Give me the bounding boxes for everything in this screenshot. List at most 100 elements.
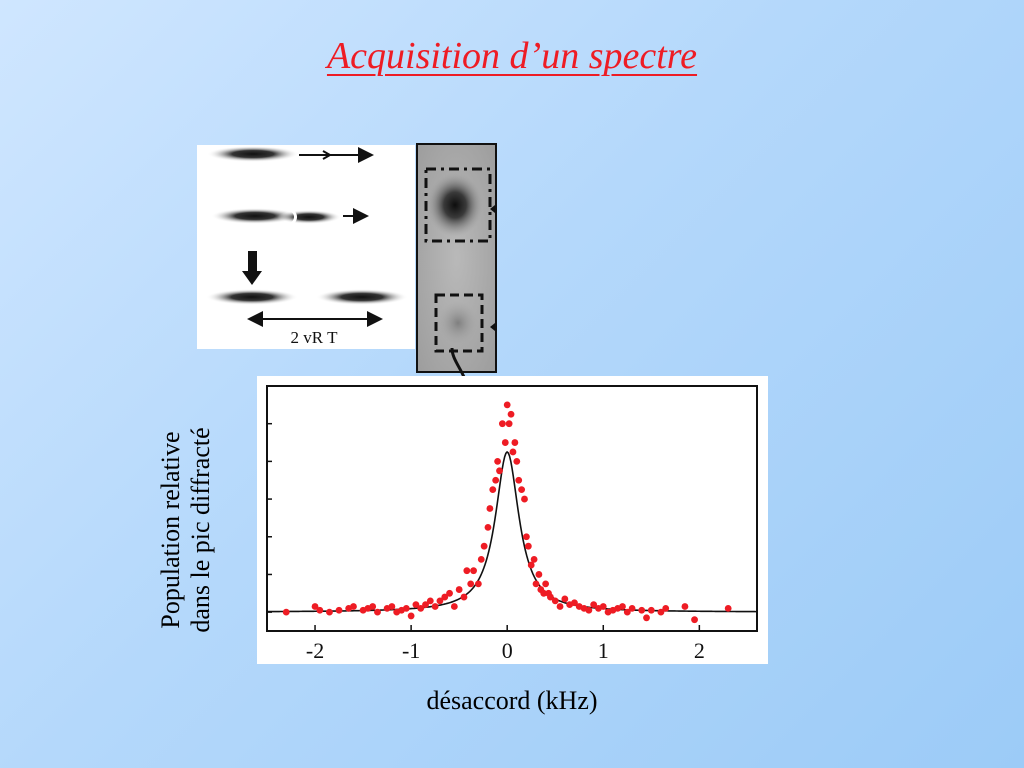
data-point [662,604,670,612]
data-point [724,604,732,612]
data-point [480,542,488,550]
data-point [498,420,506,428]
data-point [515,476,523,484]
data-point [527,561,535,569]
data-point [561,595,569,603]
data-point [535,571,543,578]
data-point [628,604,636,612]
distance-label: 2 vR T [291,328,339,347]
data-point [412,601,420,609]
data-point [513,457,521,465]
main-cloud-spot [427,173,483,237]
x-axis-label: désaccord (kHz) [426,686,598,715]
data-point [486,505,494,512]
data-point [509,448,517,456]
data-point [524,542,532,550]
spectrum-chart: -2 -1 0 1 2 [257,376,768,664]
data-point [518,486,526,494]
data-point [441,593,449,601]
data-point [503,401,511,409]
data-point [431,603,439,610]
data-point [374,608,381,616]
data-point [638,606,646,614]
atom-cloud-icon [206,289,298,305]
data-point [691,616,698,624]
data-point [463,567,471,575]
data-point [643,614,650,622]
data-point [590,601,598,609]
data-point [556,603,564,610]
x-tick-label: 1 [598,638,609,663]
data-point [551,597,559,605]
data-point [619,603,626,610]
y-axis-label-line2: dans le pic diffracté [186,427,215,633]
data-point [542,580,550,588]
data-point [402,604,410,612]
data-point [388,603,396,610]
diffracted-cloud-icon [316,289,408,305]
data-point [496,467,503,475]
diffracted-cloud-box [434,293,484,353]
data-point [455,586,463,593]
data-point [477,555,485,563]
data-point [436,597,444,605]
absorption-image [416,143,497,373]
data-point [505,420,513,428]
data-point [460,593,468,601]
plot-frame [266,385,758,632]
bragg-schematic: 2 vR T [197,145,415,349]
data-point [450,603,458,610]
fit-curve [266,450,757,613]
data-point [530,555,538,563]
diffracted-cloud-spot [438,301,478,345]
data-point [446,589,453,597]
data-point [316,606,324,614]
absorption-drawing [424,167,495,353]
data-point [540,589,548,597]
data-point [681,603,689,610]
data-point [623,608,631,616]
chart-plot: -2 -1 0 1 2 [266,385,758,663]
data-point [467,580,475,588]
data-point [282,608,290,616]
data-point [521,495,528,503]
x-tick-label: 2 [694,638,705,663]
atom-cloud-icon [211,208,299,224]
schematic-drawing: 2 vR T [206,146,408,347]
data-point [474,580,482,588]
slide-title: Acquisition d’un spectre [326,35,698,77]
data-point [407,612,415,620]
data-point [532,580,540,588]
data-point [350,603,357,610]
data-point [335,606,343,614]
data-point [585,606,593,614]
data-point [426,597,434,605]
data-point [657,608,665,616]
data-point [470,567,477,575]
y-axis-label-line1: Population relative [156,431,185,629]
data-point [484,523,492,531]
data-point [311,603,319,610]
atom-cloud-icon [207,146,299,162]
data-point [369,603,377,610]
data-point [326,608,333,616]
data-point [571,599,578,607]
data-point [489,486,497,494]
data-point [417,604,425,612]
data-point [547,593,554,601]
down-arrow-icon [248,251,257,273]
data-point [511,439,519,446]
data-point [523,533,530,541]
data-point [494,457,501,465]
data-point [647,606,655,614]
data-point [422,601,429,609]
diffracted-cloud-icon [277,210,341,224]
main-cloud-box [424,167,492,243]
data-point [501,439,509,446]
data-point [507,410,515,418]
x-tick-label: -1 [402,638,420,663]
data-point [492,476,500,484]
data-point [599,603,607,610]
x-tick-label: 0 [502,638,513,663]
x-tick-label: -2 [306,638,324,663]
